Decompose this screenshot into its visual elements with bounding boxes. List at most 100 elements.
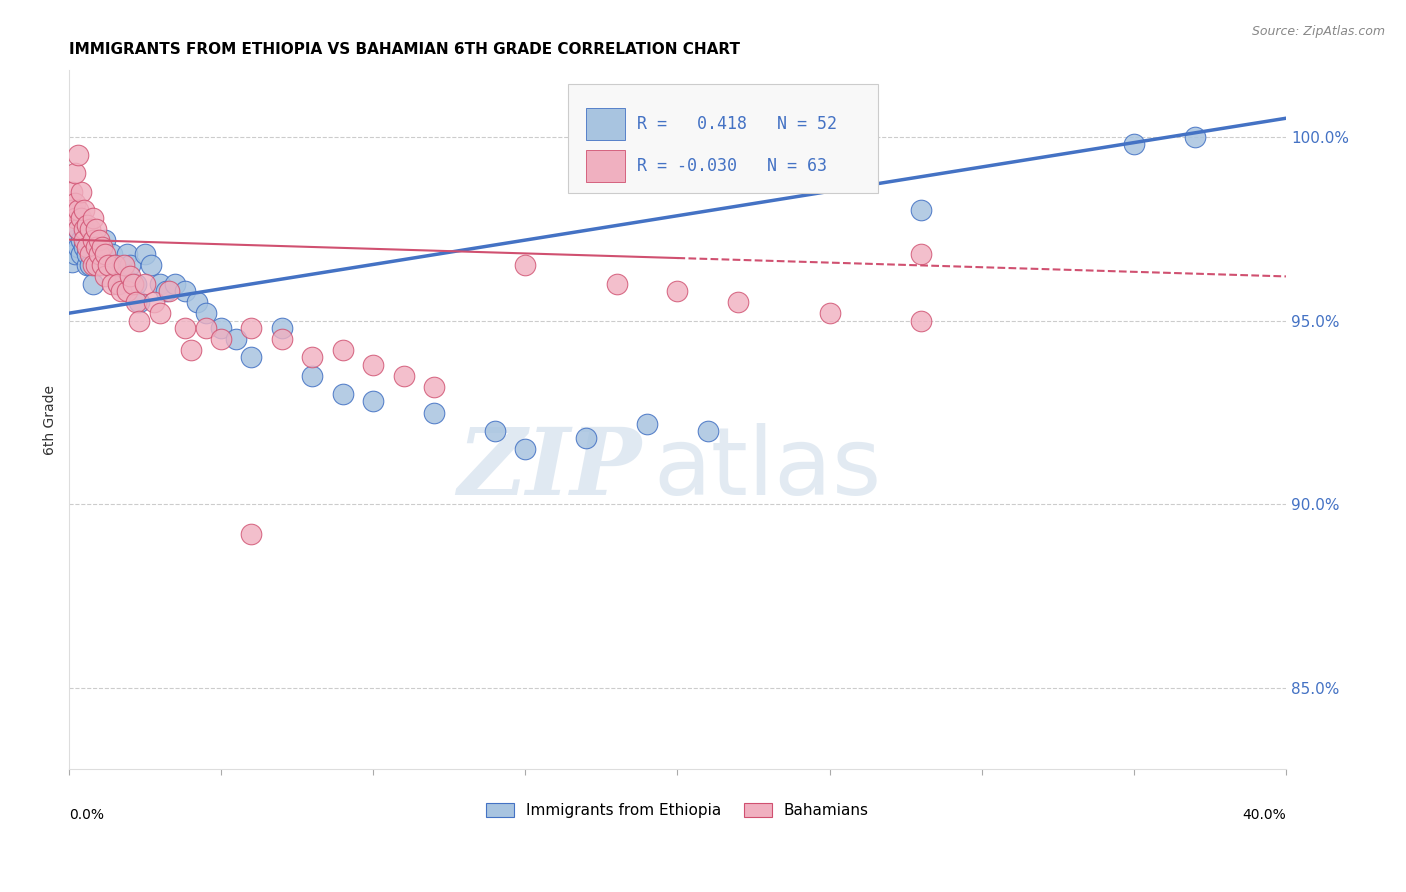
Point	[94, 233, 117, 247]
Point	[666, 284, 689, 298]
Point	[97, 259, 120, 273]
Point	[60, 203, 83, 218]
Point	[180, 343, 202, 357]
Point	[209, 321, 232, 335]
Point	[818, 306, 841, 320]
Point	[225, 332, 247, 346]
Text: R =   0.418   N = 52: R = 0.418 N = 52	[637, 115, 838, 133]
Point	[60, 185, 83, 199]
Point	[110, 284, 132, 298]
Point	[271, 321, 294, 335]
Point	[112, 269, 135, 284]
Point	[112, 259, 135, 273]
Point	[79, 247, 101, 261]
Point	[79, 221, 101, 235]
Point	[103, 259, 125, 273]
Point	[118, 269, 141, 284]
Point	[149, 277, 172, 291]
Point	[63, 233, 86, 247]
Y-axis label: 6th Grade: 6th Grade	[44, 384, 58, 455]
Point	[209, 332, 232, 346]
Text: R = -0.030   N = 63: R = -0.030 N = 63	[637, 157, 827, 175]
Point	[100, 277, 122, 291]
Point	[636, 417, 658, 431]
Point	[240, 527, 263, 541]
Point	[515, 442, 537, 457]
Text: Source: ZipAtlas.com: Source: ZipAtlas.com	[1251, 25, 1385, 38]
Point	[484, 424, 506, 438]
Point	[606, 277, 628, 291]
Point	[73, 221, 96, 235]
Point	[73, 225, 96, 239]
Point	[128, 295, 150, 310]
Point	[89, 233, 111, 247]
Point	[1122, 136, 1144, 151]
Point	[84, 259, 107, 273]
Point	[910, 247, 932, 261]
Point	[121, 277, 143, 291]
Point	[173, 284, 195, 298]
Point	[575, 431, 598, 445]
Point	[91, 259, 114, 273]
Point	[727, 295, 749, 310]
Point	[79, 233, 101, 247]
Legend: Immigrants from Ethiopia, Bahamians: Immigrants from Ethiopia, Bahamians	[479, 797, 875, 824]
Point	[73, 233, 96, 247]
Point	[134, 277, 156, 291]
Point	[70, 233, 93, 247]
Point	[82, 259, 104, 273]
Point	[67, 148, 90, 162]
Point	[67, 203, 90, 218]
Text: IMMIGRANTS FROM ETHIOPIA VS BAHAMIAN 6TH GRADE CORRELATION CHART: IMMIGRANTS FROM ETHIOPIA VS BAHAMIAN 6TH…	[69, 42, 740, 57]
Text: 40.0%: 40.0%	[1243, 808, 1286, 822]
Point	[110, 259, 132, 273]
Point	[82, 211, 104, 225]
Point	[155, 284, 177, 298]
Point	[67, 221, 90, 235]
Point	[125, 295, 148, 310]
Point	[84, 221, 107, 235]
Point	[515, 259, 537, 273]
Point	[79, 259, 101, 273]
Point	[63, 195, 86, 210]
Point	[910, 313, 932, 327]
Point	[84, 240, 107, 254]
Point	[73, 240, 96, 254]
Point	[910, 203, 932, 218]
Text: ZIP: ZIP	[457, 424, 641, 514]
Point	[100, 247, 122, 261]
Point	[67, 240, 90, 254]
Point	[89, 259, 111, 273]
Point	[76, 247, 98, 261]
Point	[63, 211, 86, 225]
Point	[128, 313, 150, 327]
Point	[1184, 129, 1206, 144]
Point	[696, 424, 718, 438]
Point	[125, 277, 148, 291]
Point	[70, 211, 93, 225]
Point	[301, 351, 323, 365]
Point	[76, 240, 98, 254]
Point	[115, 247, 138, 261]
Point	[143, 295, 166, 310]
Point	[149, 306, 172, 320]
Point	[165, 277, 187, 291]
Point	[103, 259, 125, 273]
Point	[76, 259, 98, 273]
Point	[194, 321, 217, 335]
Point	[139, 259, 162, 273]
Point	[91, 247, 114, 261]
FancyBboxPatch shape	[586, 108, 626, 140]
Point	[240, 351, 263, 365]
Point	[134, 247, 156, 261]
Point	[94, 247, 117, 261]
FancyBboxPatch shape	[568, 85, 879, 193]
Point	[89, 247, 111, 261]
Point	[157, 284, 180, 298]
Point	[271, 332, 294, 346]
Point	[301, 368, 323, 383]
Point	[115, 284, 138, 298]
Point	[332, 387, 354, 401]
Point	[107, 277, 129, 291]
Point	[194, 306, 217, 320]
